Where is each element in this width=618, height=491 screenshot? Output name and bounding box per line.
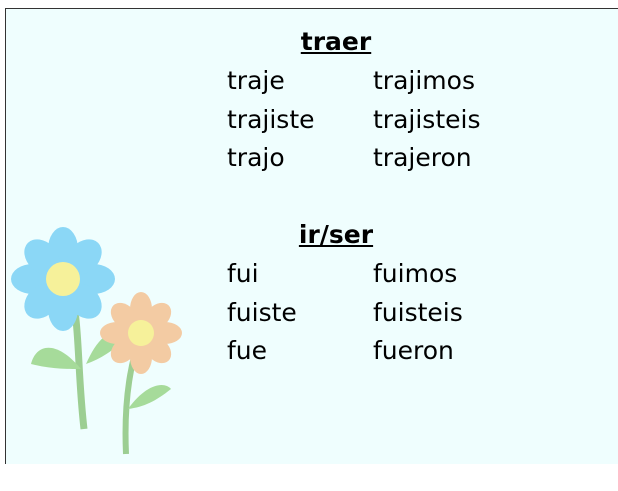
slide: traer traje trajimos trajiste trajisteis traj… [5,8,618,464]
verb-form: fueron [373,336,454,365]
verb-form: fuimos [373,259,458,288]
section-title: ir/ser [298,220,374,249]
verb-form: fue [227,336,268,365]
verb-form: trajeron [373,143,472,172]
verb-form: fuiste [227,297,297,327]
verb-form: trajisteis [373,104,481,134]
flower-decoration [11,227,182,455]
verb-form: fui [227,259,259,288]
verb-form: trajimos [373,66,475,95]
verb-form: fuisteis [373,297,463,327]
verb-form: traje [227,66,285,95]
verb-form: trajo [227,143,285,172]
verb-form: trajiste [227,104,315,134]
section-title: traer [300,27,372,56]
